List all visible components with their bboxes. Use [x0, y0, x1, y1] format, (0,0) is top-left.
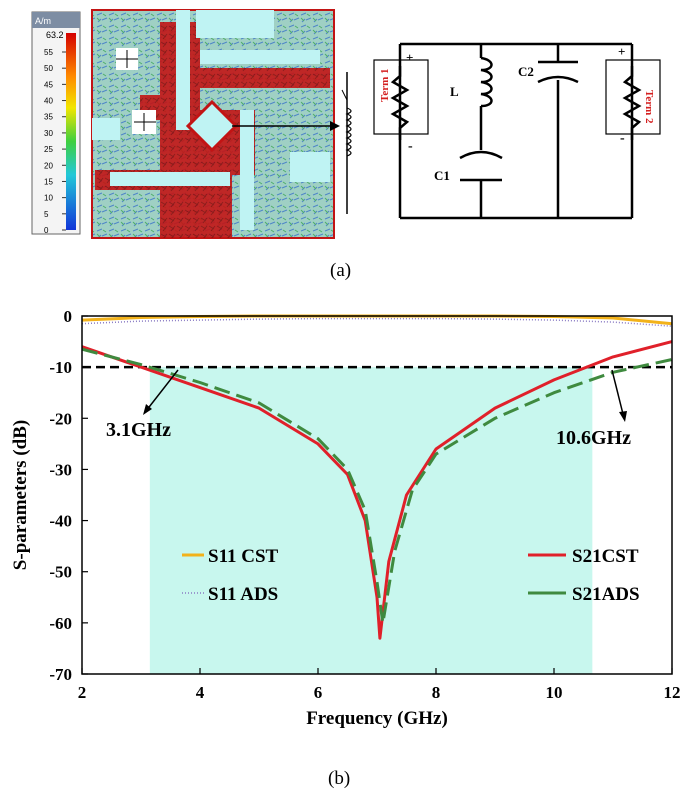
colorbar-gradient: [66, 33, 76, 230]
term2-label: Term 2: [643, 90, 655, 124]
legend: S11 CST S11 ADS S21CST S21ADS: [182, 546, 640, 605]
field-map: [91, 9, 335, 239]
legend-label-s11-ads: S11 ADS: [208, 584, 278, 605]
legend-label-s11-cst: S11 CST: [208, 546, 279, 567]
colorbar-max-label: 63.2: [46, 30, 64, 40]
figure-a: A/m 63.2 55 50 45 40 35 30 25 20 15 10 5 0: [0, 0, 685, 290]
band-layer: [149, 367, 593, 674]
y-tick-label: -10: [49, 358, 72, 377]
figure-b: 2 4 6 8 10 12 0 -10 -20 -30 -40 -50 -60 -70 3.1GHz 10…: [0, 290, 685, 799]
side-inductor: [341, 72, 352, 214]
x-axis-label: Frequency (GHz): [306, 708, 448, 729]
x-tick-label: 10: [546, 683, 563, 702]
term2-minus: -: [620, 131, 625, 146]
annotation-low-freq: 3.1GHz: [106, 419, 171, 441]
colorbar-tick-label: 50: [44, 64, 53, 73]
panel-b-label: (b): [328, 768, 350, 789]
colorbar-tick-label: 5: [44, 210, 49, 219]
colorbar-tick-label: 0: [44, 226, 49, 235]
colorbar-tick-label: 40: [44, 97, 53, 106]
uwb-band: [149, 367, 593, 674]
term1-label: Term 1: [379, 68, 391, 102]
legend-label-s21-cst: S21CST: [572, 546, 639, 567]
x-tick-label: 12: [664, 683, 681, 702]
capacitor2-label: C2: [518, 64, 534, 79]
colorbar-tick-label: 30: [44, 129, 53, 138]
term1-minus: -: [408, 139, 413, 154]
capacitor1-label: C1: [434, 168, 450, 183]
annotation-high-freq: 10.6GHz: [556, 427, 631, 449]
circuit-schematic: [390, 42, 642, 220]
term1-plus: +: [406, 50, 413, 65]
annotation-arrows: [143, 369, 627, 422]
colorbar-tick-label: 45: [44, 80, 53, 89]
series-s21-ads: [81, 347, 673, 625]
colorbar-tick-label: 55: [44, 48, 53, 57]
term1-box: [373, 59, 429, 135]
tick-layer: 2 4 6 8 10 12 0 -10 -20 -30 -40 -50 -60 -70: [49, 307, 680, 702]
inductor-label: L: [450, 84, 459, 99]
x-tick-label: 2: [78, 683, 87, 702]
panel-a-label: (a): [330, 260, 351, 281]
y-tick-label: 0: [64, 307, 73, 326]
s-parameter-chart: 2 4 6 8 10 12 0 -10 -20 -30 -40 -50 -60 -70 3.1GHz 10…: [10, 307, 681, 789]
colorbar-tick-label: 25: [44, 145, 53, 154]
colorbar-tick-label: 10: [44, 194, 53, 203]
term2-plus: +: [618, 44, 625, 59]
x-tick-label: 4: [196, 683, 205, 702]
y-tick-label: -40: [49, 512, 72, 531]
y-tick-label: -60: [49, 614, 72, 633]
series-s11-cst: [81, 314, 673, 326]
y-tick-label: -20: [49, 409, 72, 428]
series-s21-cst: [81, 340, 673, 640]
colorbar-tick-label: 15: [44, 177, 53, 186]
colorbar-unit: A/m: [35, 16, 51, 26]
legend-label-s21-ads: S21ADS: [572, 584, 640, 605]
y-tick-label: -30: [49, 460, 72, 479]
series-s11-ads: [81, 317, 673, 327]
y-tick-label: -50: [49, 563, 72, 582]
term2-box: [605, 59, 661, 135]
colorbar-tick-label: 20: [44, 161, 53, 170]
x-tick-label: 8: [432, 683, 441, 702]
colorbar-tick-label: 35: [44, 113, 53, 122]
y-tick-label: -70: [49, 665, 72, 684]
colorbar-header: [32, 12, 80, 28]
x-tick-label: 6: [314, 683, 323, 702]
y-axis-label: S-parameters (dB): [10, 420, 31, 570]
plot-frame: [81, 315, 673, 675]
